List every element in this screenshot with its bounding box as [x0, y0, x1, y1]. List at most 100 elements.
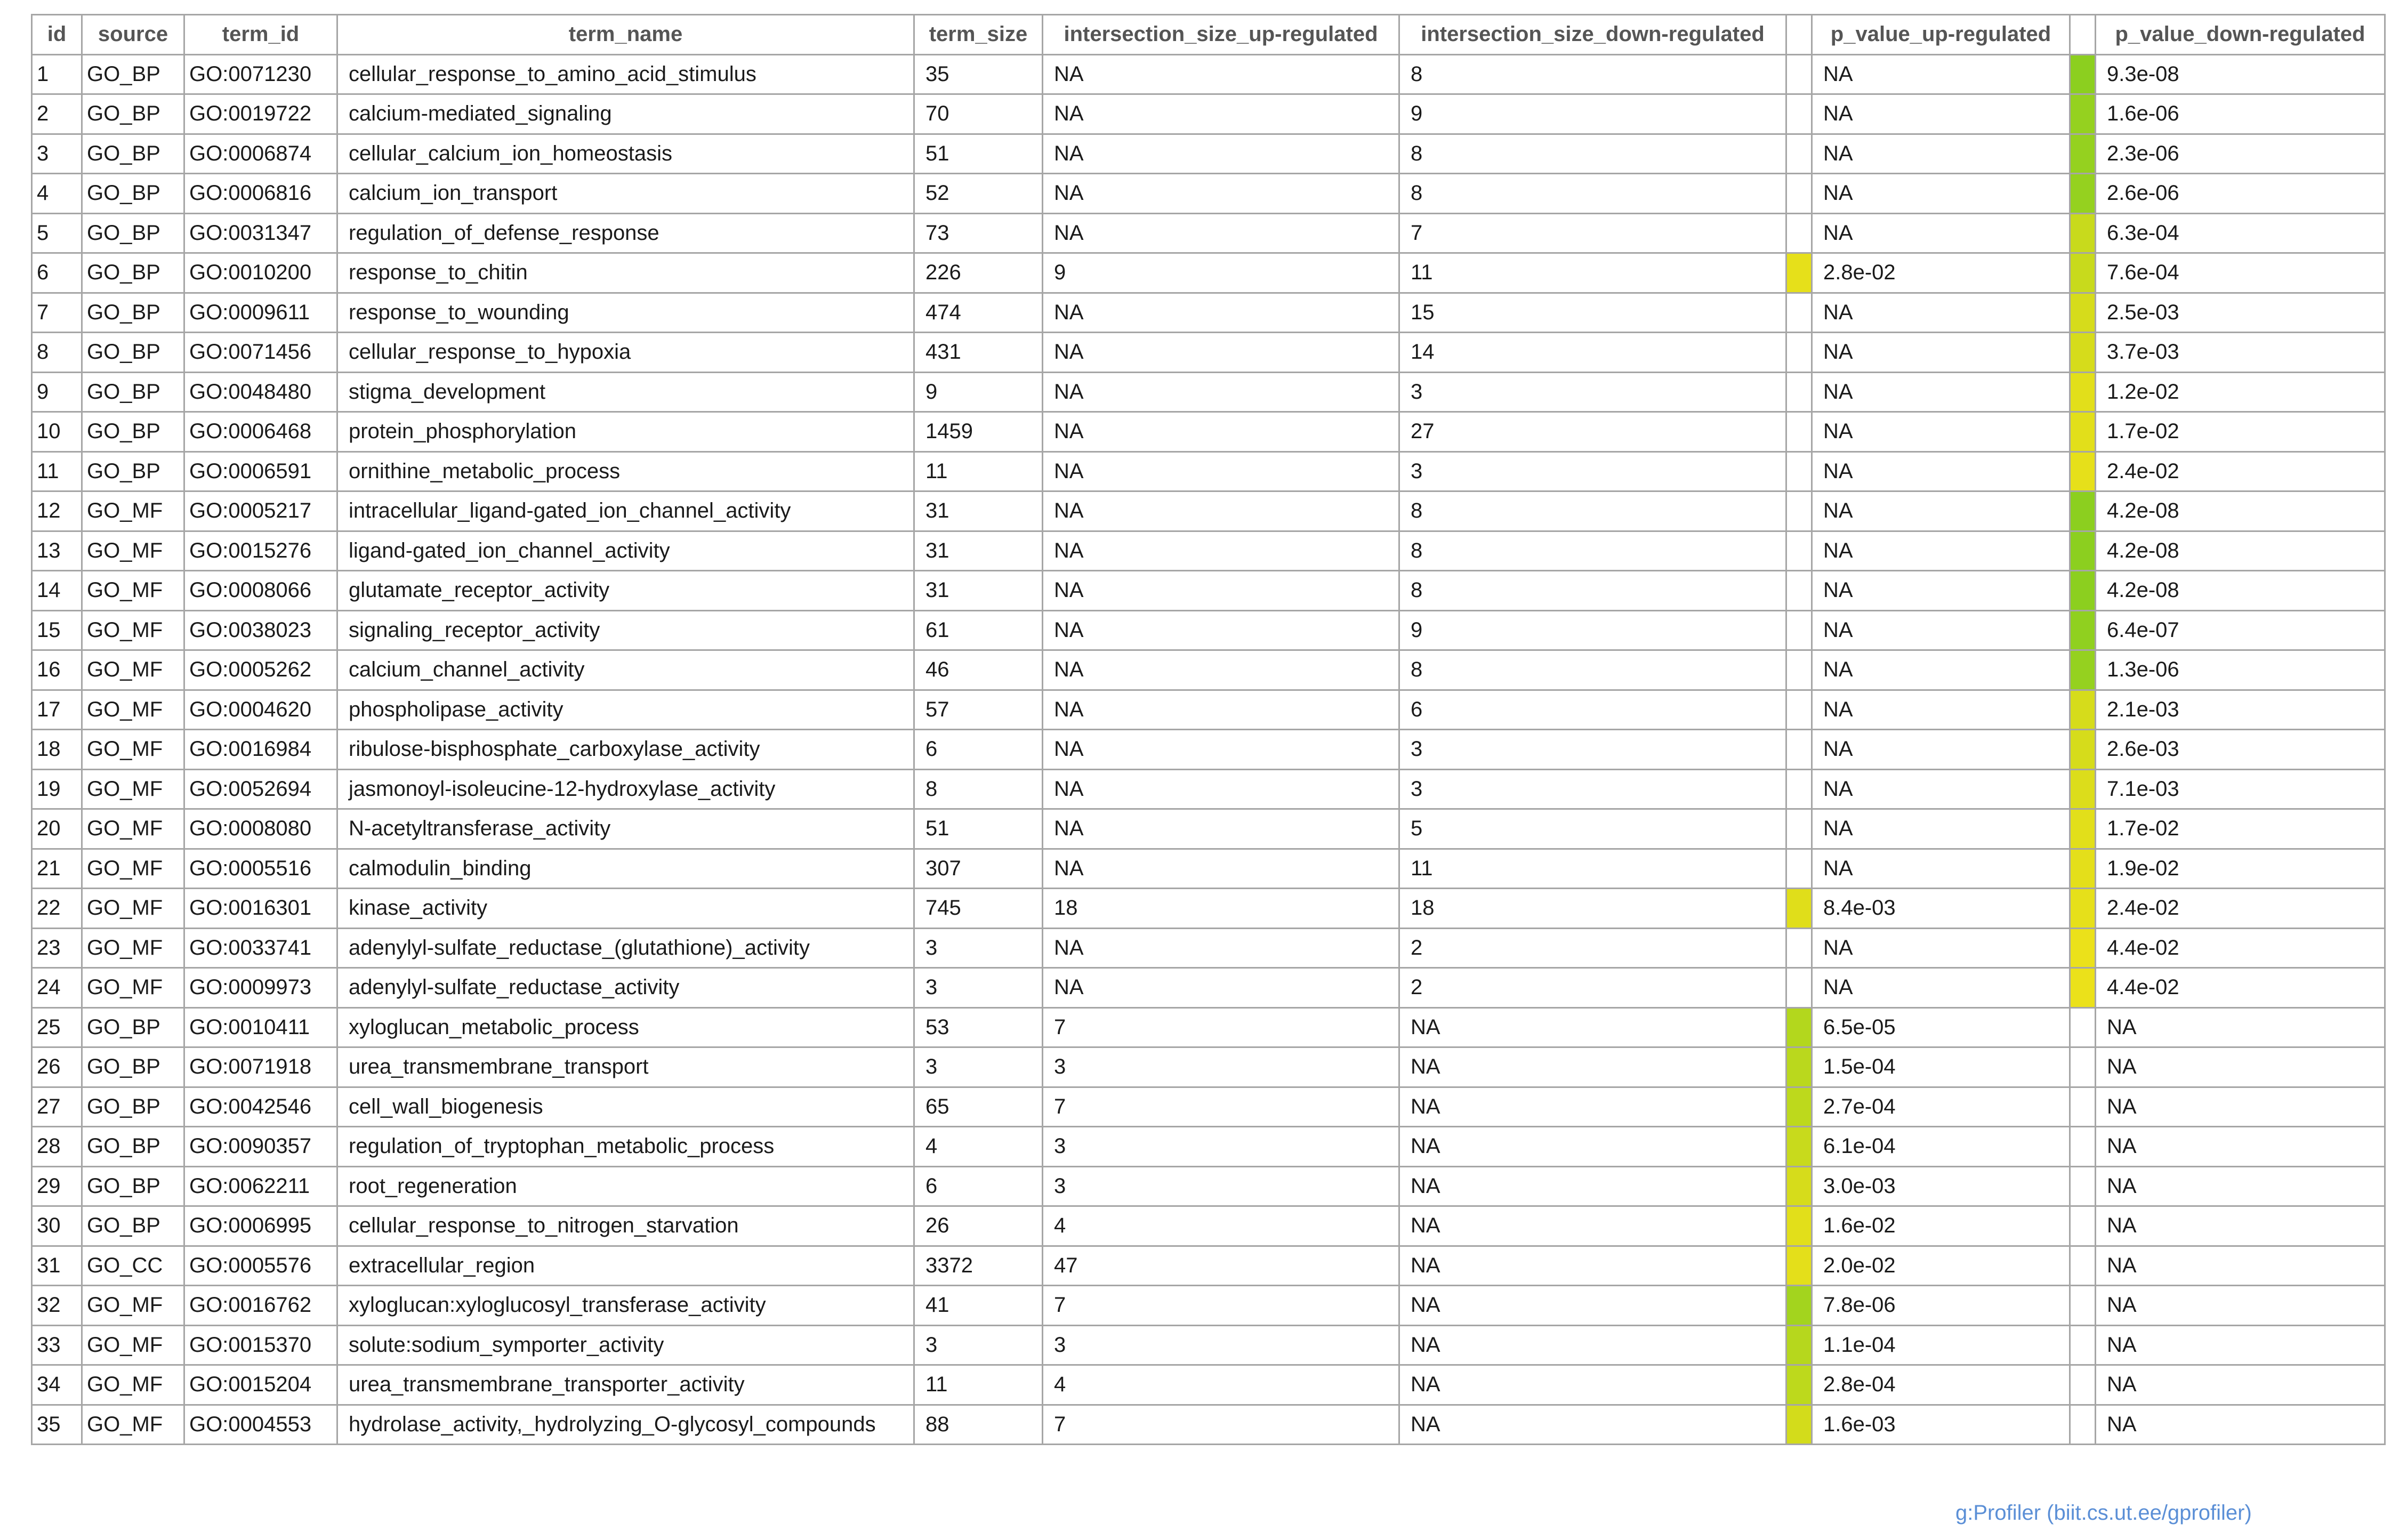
cell-p-value-up: 2.8e-02 [1811, 252, 2071, 294]
cell-color-down [2069, 1046, 2096, 1088]
cell-term-size: 3 [913, 1324, 1043, 1366]
cell-id: 35 [31, 1404, 83, 1445]
cell-term-size: 51 [913, 808, 1043, 850]
cell-p-value-up: NA [1811, 450, 2071, 492]
cell-term-id: GO:0010411 [183, 1006, 338, 1048]
significance-color-swatch [1788, 1088, 1810, 1125]
cell-p-value-up: 1.1e-04 [1811, 1324, 2071, 1366]
cell-p-value-up: NA [1811, 848, 2071, 889]
cell-term-size: 26 [913, 1205, 1043, 1247]
significance-color-swatch [1788, 1287, 1810, 1324]
table-body: 1 GO_BP GO:0071230 cellular_response_to_ami… [31, 53, 2386, 1445]
cell-term-size: 1459 [913, 411, 1043, 453]
cell-term-size: 52 [913, 173, 1043, 214]
cell-term-id: GO:0008066 [183, 570, 338, 611]
significance-color-swatch [1788, 1167, 1810, 1205]
enrichment-results-table: id source term_id term_name term_size interse… [31, 14, 2386, 1445]
cell-source: GO_MF [81, 689, 185, 730]
cell-source: GO_MF [81, 729, 185, 770]
cell-color-down [2069, 490, 2096, 532]
cell-intersection-down: 8 [1398, 53, 1787, 95]
cell-term-size: 431 [913, 332, 1043, 373]
cell-term-id: GO:0006816 [183, 173, 338, 214]
cell-term-id: GO:0052694 [183, 768, 338, 810]
cell-intersection-up: 7 [1042, 1285, 1400, 1326]
cell-p-value-down: 2.1e-03 [2095, 689, 2386, 730]
cell-term-name: response_to_chitin [336, 252, 915, 294]
significance-color-swatch [1788, 1247, 1810, 1284]
significance-color-swatch [2071, 810, 2094, 848]
cell-p-value-up: NA [1811, 967, 2071, 1009]
cell-id: 6 [31, 252, 83, 294]
cell-p-value-down: 3.7e-03 [2095, 332, 2386, 373]
cell-p-value-down: 4.4e-02 [2095, 967, 2386, 1009]
cell-term-id: GO:0015276 [183, 530, 338, 571]
cell-intersection-up: NA [1042, 530, 1400, 571]
cell-term-name: adenylyl-sulfate_reductase_activity [336, 967, 915, 1009]
cell-p-value-down: 7.1e-03 [2095, 768, 2386, 810]
cell-intersection-up: NA [1042, 848, 1400, 889]
cell-color-up [1785, 1245, 1813, 1286]
cell-term-name: cellular_response_to_nitrogen_starvation [336, 1205, 915, 1247]
cell-p-value-up: NA [1811, 173, 2071, 214]
cell-p-value-up: 1.6e-02 [1811, 1205, 2071, 1247]
significance-color-swatch [2071, 611, 2094, 649]
cell-id: 26 [31, 1046, 83, 1088]
cell-term-name: cellular_response_to_hypoxia [336, 332, 915, 373]
cell-term-name: glutamate_receptor_activity [336, 570, 915, 611]
significance-color-swatch [2071, 691, 2094, 728]
cell-intersection-up: NA [1042, 729, 1400, 770]
cell-term-id: GO:0090357 [183, 1126, 338, 1167]
cell-id: 2 [31, 93, 83, 135]
cell-term-size: 3 [913, 1046, 1043, 1088]
cell-source: GO_BP [81, 173, 185, 214]
cell-color-up [1785, 1205, 1813, 1247]
cell-intersection-down: NA [1398, 1324, 1787, 1366]
cell-p-value-down: NA [2095, 1205, 2386, 1247]
cell-intersection-up: NA [1042, 292, 1400, 333]
cell-p-value-down: 1.2e-02 [2095, 371, 2386, 413]
cell-source: GO_MF [81, 570, 185, 611]
cell-intersection-down: 15 [1398, 292, 1787, 333]
cell-term-name: ligand-gated_ion_channel_activity [336, 530, 915, 571]
table-row: 15 GO_MF GO:0038023 signaling_receptor_acti… [31, 609, 2386, 651]
cell-color-up [1785, 1165, 1813, 1207]
table-row: 19 GO_MF GO:0052694 jasmonoyl-isoleucine-12… [31, 768, 2386, 810]
significance-color-swatch [2071, 175, 2094, 212]
cell-intersection-down: 18 [1398, 888, 1787, 929]
cell-term-id: GO:0015370 [183, 1324, 338, 1366]
cell-p-value-down: NA [2095, 1046, 2386, 1088]
cell-color-down [2069, 1364, 2096, 1406]
significance-color-swatch [2071, 413, 2094, 450]
cell-p-value-up: NA [1811, 649, 2071, 691]
significance-color-swatch [1788, 254, 1810, 292]
table-row: 33 GO_MF GO:0015370 solute:sodium_symporter… [31, 1324, 2386, 1366]
cell-intersection-up: 7 [1042, 1404, 1400, 1445]
significance-color-swatch [1788, 1009, 1810, 1046]
cell-term-size: 226 [913, 252, 1043, 294]
cell-color-down [2069, 1086, 2096, 1127]
cell-color-up [1785, 570, 1813, 611]
cell-intersection-down: 14 [1398, 332, 1787, 373]
cell-color-down [2069, 411, 2096, 453]
significance-color-swatch [2071, 770, 2094, 808]
cell-color-down [2069, 252, 2096, 294]
cell-term-size: 11 [913, 450, 1043, 492]
cell-intersection-down: 2 [1398, 967, 1787, 1009]
cell-id: 14 [31, 570, 83, 611]
cell-intersection-down: NA [1398, 1364, 1787, 1406]
cell-intersection-down: 11 [1398, 252, 1787, 294]
cell-p-value-up: 7.8e-06 [1811, 1285, 2071, 1326]
table-row: 10 GO_BP GO:0006468 protein_phosphorylation… [31, 411, 2386, 453]
cell-term-id: GO:0031347 [183, 212, 338, 254]
cell-id: 4 [31, 173, 83, 214]
cell-id: 34 [31, 1364, 83, 1406]
cell-term-name: N-acetyltransferase_activity [336, 808, 915, 850]
cell-source: GO_BP [81, 252, 185, 294]
significance-color-swatch [2071, 254, 2094, 292]
cell-intersection-up: NA [1042, 570, 1400, 611]
cell-term-name: ornithine_metabolic_process [336, 450, 915, 492]
cell-intersection-down: NA [1398, 1046, 1787, 1088]
cell-term-name: jasmonoyl-isoleucine-12-hydroxylase_acti… [336, 768, 915, 810]
cell-intersection-up: NA [1042, 411, 1400, 453]
